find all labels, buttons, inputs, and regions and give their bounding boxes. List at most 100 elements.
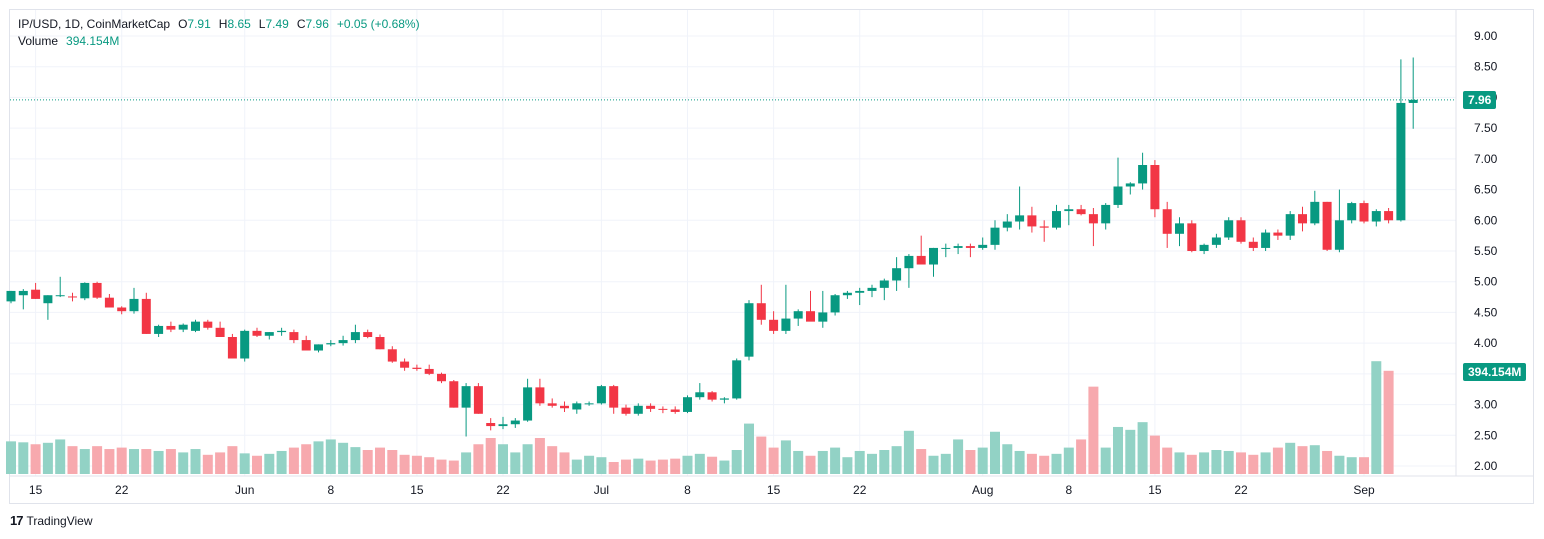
volume-bar [1285,442,1296,474]
candle [584,401,594,406]
volume-bar [1100,447,1111,474]
candle [1224,217,1234,240]
candle-body [904,255,914,269]
tradingview-logo-icon: 17 [10,513,24,528]
candle-body [855,290,865,293]
candle [400,358,410,371]
volume-bar [780,440,791,474]
candle-body [18,290,28,296]
volume-bar [411,455,422,474]
candle [203,319,213,330]
candle [252,327,262,337]
candle-body [1002,221,1012,228]
volume-bar [842,457,853,474]
volume-bar [448,460,459,474]
x-tick-label: 22 [1234,483,1248,497]
volume-bar [793,450,804,474]
symbol-label[interactable]: IP/USD, 1D, CoinMarketCap [18,17,171,31]
price-axis[interactable]: 9.008.508.007.507.006.506.005.505.004.50… [1455,10,1498,476]
volume-bar [534,438,545,474]
x-tick-label: 15 [29,483,43,497]
chart-frame [9,9,1534,504]
volume-bar [621,459,631,474]
candles [6,57,1418,437]
candle [510,418,520,428]
candle [904,254,914,288]
volume-bar [940,453,951,474]
candle [781,284,791,334]
candle [264,332,274,340]
candle-body [867,287,877,291]
volume-bar [116,447,127,474]
volume-bar [1371,361,1382,474]
volume-bar [338,442,349,474]
volume-bar [1002,444,1013,474]
y-tick-label: 7.00 [1474,152,1498,166]
candle-body [830,295,840,313]
volume-bar [215,452,226,474]
y-tick-label: 2.00 [1474,459,1498,473]
volume-bar [67,446,78,474]
candle [744,300,754,361]
candle [129,287,139,314]
candle-body [1236,220,1246,242]
candle [277,327,287,336]
high-value: 8.65 [227,17,251,31]
volume-bar [473,444,484,474]
candle-body [1052,211,1061,228]
tradingview-brand[interactable]: 17 TradingView [10,513,93,528]
volume-bar [129,449,139,474]
volume-bar [731,450,742,474]
volume-bar [965,450,976,474]
candle-body [978,244,988,248]
volume-bar [79,449,90,474]
candle [609,384,619,414]
candle [1052,204,1061,230]
y-tick-label: 5.50 [1474,244,1498,258]
volume-label[interactable]: Volume [18,34,59,48]
candle [1334,189,1344,253]
candle [104,294,114,308]
volume-bar [18,442,29,474]
candle-body [879,280,889,288]
candle-body [1396,102,1406,221]
candle [1261,229,1271,251]
candle [1211,233,1221,248]
candle [55,276,65,298]
volume-bar [682,455,693,474]
candle-body [1298,214,1307,224]
volume-bar [1297,446,1308,474]
candle-body [683,397,692,412]
candle-body [289,332,299,341]
volume-bar [694,453,705,474]
candle-body [1347,203,1357,221]
candle-body [1334,220,1344,250]
y-tick-label: 6.00 [1474,213,1498,227]
candle [1027,206,1037,233]
candle [68,292,77,302]
candle-body [264,332,274,336]
candle-body [350,332,360,341]
time-axis[interactable]: 15 22 Jun 8 15 22 Jul 8 15 22 Aug 8 15 22 Sep [10,475,1534,497]
candle-body [240,330,250,359]
x-tick-label: Aug [972,483,993,497]
volume-bar [547,446,558,474]
candle-body [535,387,545,404]
candle-body [1322,201,1332,250]
candle [596,384,606,405]
candle [1347,201,1357,224]
high-label: H [218,17,228,31]
y-tick-label: 3.00 [1474,398,1498,412]
candle [1298,206,1307,232]
volume-bar [141,449,152,474]
candle-body [1371,211,1381,222]
candle-body [1101,204,1111,224]
candle-body [191,321,200,331]
x-tick-label: 8 [684,483,691,497]
candle-body [1285,214,1295,236]
candle-body [572,403,582,410]
volume-bar [325,439,336,474]
candle [191,319,200,333]
candle-body [769,319,779,331]
